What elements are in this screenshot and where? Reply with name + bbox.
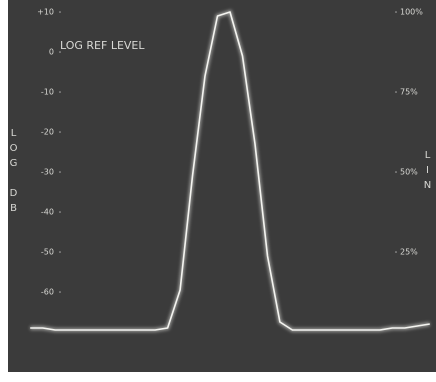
y-tick-label: -60 <box>41 288 54 297</box>
y2-tick-mark <box>395 91 397 93</box>
y-tick-label: -50 <box>41 248 54 257</box>
chart: LOG REF LEVEL LOG DB LIN +10 0 -10 -20 -30 -4… <box>0 0 436 382</box>
y-tick-mark <box>59 11 61 13</box>
y2-tick-label: 100% <box>400 8 423 17</box>
y-tick-mark <box>59 171 61 173</box>
y-tick-label: -40 <box>41 208 54 217</box>
annotation: LOG REF LEVEL <box>60 39 145 52</box>
y2-tick-label: 50% <box>400 168 418 177</box>
y-tick-mark <box>59 91 61 93</box>
y2-axis-label: LIN <box>422 150 433 195</box>
y-tick-mark <box>59 251 61 253</box>
y-tick-label: -20 <box>41 128 54 137</box>
screen <box>8 0 436 372</box>
y-tick-mark <box>59 51 61 53</box>
y-tick-label: +10 <box>37 8 54 17</box>
y-tick-mark <box>59 131 61 133</box>
page: LOG REF LEVEL LOG DB LIN +10 0 -10 -20 -30 -4… <box>0 0 436 382</box>
y-axis-label: LOG DB <box>8 128 19 218</box>
y-tick-mark <box>59 211 61 213</box>
y-tick-mark <box>59 291 61 293</box>
y2-tick-label: 25% <box>400 248 418 257</box>
y2-tick-mark <box>395 11 397 13</box>
y-tick-label: 0 <box>49 48 54 57</box>
y-tick-label: -10 <box>41 88 54 97</box>
y2-tick-label: 75% <box>400 88 418 97</box>
y-tick-label: -30 <box>41 168 54 177</box>
y2-tick-mark <box>395 251 397 253</box>
y2-tick-mark <box>395 171 397 173</box>
